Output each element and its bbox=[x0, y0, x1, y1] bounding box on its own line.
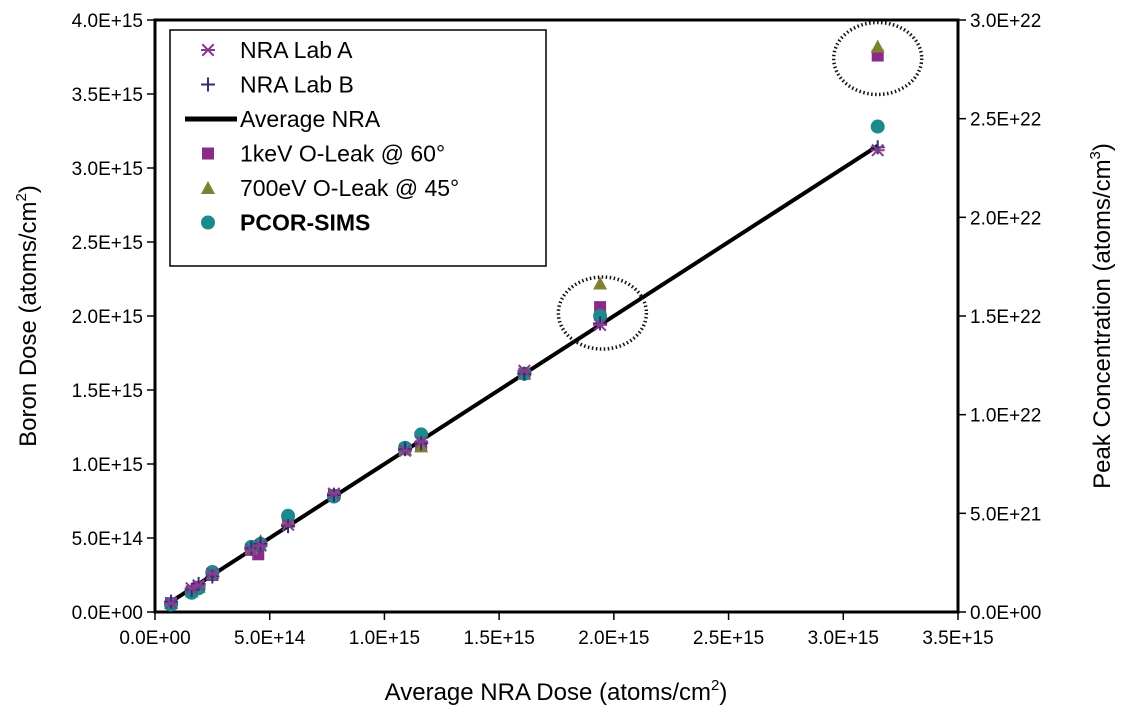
legend-label: NRA Lab B bbox=[240, 72, 354, 98]
point-nra-lab-b bbox=[593, 316, 608, 331]
y-tick-label: 5.0E+14 bbox=[72, 529, 144, 550]
y-tick-label: 0.0E+00 bbox=[72, 603, 143, 624]
y2-tick-label: 3.0E+22 bbox=[970, 11, 1041, 32]
legend-marker bbox=[201, 77, 215, 92]
y2-tick-label: 1.5E+22 bbox=[970, 307, 1041, 328]
point-nra-lab-a bbox=[253, 538, 268, 552]
y2-tick-label: 1.0E+22 bbox=[970, 406, 1041, 427]
point-nra-lab-a bbox=[517, 364, 532, 378]
point-nra-lab-b bbox=[205, 569, 220, 584]
y-tick-label: 2.0E+15 bbox=[72, 307, 143, 328]
x-tick-label: 3.5E+15 bbox=[922, 628, 993, 649]
point-nra-lab-a bbox=[281, 518, 296, 532]
point-nra-lab-b bbox=[164, 594, 179, 609]
point-nra-lab-a bbox=[414, 435, 429, 449]
point-nra-lab-a bbox=[870, 143, 885, 157]
point-nra-lab-b bbox=[281, 519, 296, 534]
y2-tick-label: 2.0E+22 bbox=[970, 208, 1041, 229]
x-tick-label: 0.0E+00 bbox=[119, 628, 190, 649]
point-pcor-sims bbox=[281, 508, 296, 523]
x-tick-label: 1.0E+15 bbox=[349, 628, 420, 649]
highlight-ellipse bbox=[831, 20, 924, 97]
legend-label: Average NRA bbox=[240, 106, 381, 132]
point-nra-lab-a bbox=[593, 318, 608, 332]
x-tick-label: 3.0E+15 bbox=[808, 628, 879, 649]
point-pcor-sims bbox=[593, 309, 608, 323]
highlight-ellipse bbox=[556, 275, 649, 351]
legend-label: NRA Lab A bbox=[240, 37, 353, 63]
y-tick-label: 1.5E+15 bbox=[72, 381, 143, 402]
y2-tick-label: 5.0E+21 bbox=[970, 504, 1041, 525]
legend-label: 1keV O-Leak @ 60° bbox=[240, 141, 445, 167]
x-tick-label: 2.0E+15 bbox=[578, 628, 649, 649]
point-700ev-o-leak-45 bbox=[870, 39, 885, 53]
y-tick-label: 4.0E+15 bbox=[72, 11, 143, 32]
point-nra-lab-b bbox=[244, 541, 259, 556]
point-nra-lab-a bbox=[205, 567, 220, 580]
y2-tick-label: 2.5E+22 bbox=[970, 110, 1041, 131]
point-nra-lab-b bbox=[870, 140, 885, 155]
point-nra-lab-b bbox=[326, 488, 341, 503]
point-700ev-o-leak-45 bbox=[593, 276, 608, 290]
legend-box bbox=[169, 29, 547, 267]
point-nra-lab-a bbox=[191, 578, 206, 592]
legend-label: PCOR-SIMS bbox=[240, 210, 370, 236]
y-axis-title: Boron Dose (atoms/cm2) bbox=[13, 185, 42, 447]
y-tick-label: 1.0E+15 bbox=[72, 455, 143, 476]
y-tick-label: 3.0E+15 bbox=[72, 159, 143, 180]
legend-marker bbox=[201, 181, 215, 194]
legend-marker bbox=[202, 147, 214, 160]
legend-marker bbox=[201, 43, 215, 57]
x-tick-label: 1.5E+15 bbox=[463, 628, 534, 649]
x-tick-label: 2.5E+15 bbox=[693, 628, 764, 649]
y2-axis-title: Peak Concentration (atoms/cm3) bbox=[1087, 143, 1116, 489]
point-nra-lab-b bbox=[414, 436, 429, 451]
y-tick-label: 3.5E+15 bbox=[72, 85, 143, 106]
x-tick-label: 5.0E+14 bbox=[234, 628, 306, 649]
point-nra-lab-a bbox=[164, 596, 179, 610]
legend-label: 700eV O-Leak @ 45° bbox=[240, 175, 459, 201]
legend-marker bbox=[201, 215, 215, 230]
point-nra-lab-b bbox=[398, 442, 413, 457]
point-nra-lab-b bbox=[517, 366, 532, 381]
y2-tick-label: 0.0E+00 bbox=[970, 603, 1041, 624]
point-pcor-sims bbox=[870, 119, 885, 134]
legend: NRA Lab A NRA Lab B Average NRA 1keV O-Leak… bbox=[169, 29, 547, 267]
x-axis-title: Average NRA Dose (atoms/cm2) bbox=[385, 677, 728, 706]
point-nra-lab-a bbox=[326, 487, 341, 501]
y-tick-label: 2.5E+15 bbox=[72, 233, 143, 254]
point-nra-lab-a bbox=[398, 444, 413, 458]
